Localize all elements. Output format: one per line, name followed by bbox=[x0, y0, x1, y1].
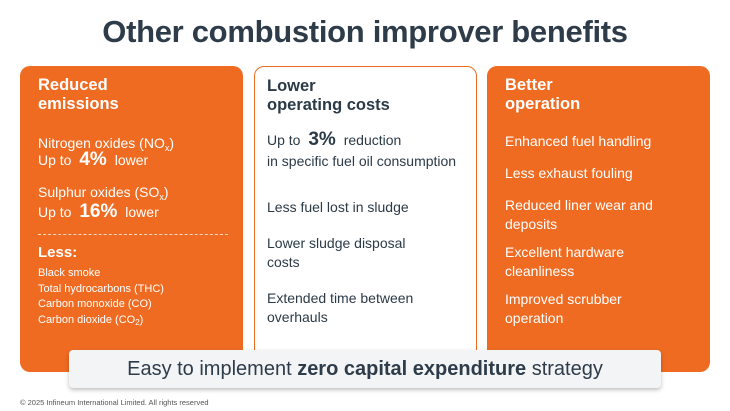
card-title: Reduced emissions bbox=[38, 76, 119, 114]
card-title: Better operation bbox=[505, 76, 580, 114]
list-item: Carbon monoxide (CO) bbox=[38, 298, 152, 310]
sox-value-line: Up to 16% lower bbox=[38, 201, 159, 222]
fuel-reduction-line: Up to 3% reduction bbox=[267, 129, 402, 150]
page-title: Other combustion improver benefits bbox=[102, 14, 628, 49]
list-item: Excellent hardware cleanliness bbox=[505, 244, 625, 279]
list-item: Black smoke bbox=[38, 267, 101, 279]
nox-value-line: Up to 4% lower bbox=[38, 149, 149, 170]
dashed-divider bbox=[38, 234, 228, 235]
nox-value: 4% bbox=[79, 149, 107, 170]
card-title-line2: operating costs bbox=[267, 96, 390, 114]
list-item: Total hydrocarbons (THC) bbox=[38, 282, 164, 295]
fuel-reduction-value: 3% bbox=[308, 129, 336, 150]
sox-value: 16% bbox=[79, 201, 118, 222]
better-operation-card: Better operation Enhanced fuel handling … bbox=[487, 66, 710, 372]
list-item: Reduced liner wear and deposits bbox=[505, 197, 653, 232]
banner-emphasis: zero capital expenditure bbox=[297, 358, 527, 380]
list-item: Carbon dioxide (CO2) bbox=[38, 313, 144, 327]
card-title-line2: emissions bbox=[38, 95, 119, 113]
less-list: Black smoke Total hydrocarbons (THC) Car… bbox=[38, 266, 164, 330]
fuel-reduction-desc: in specific fuel oil consumption bbox=[267, 153, 457, 169]
disposal-item: Lower sludge disposal costs bbox=[267, 235, 406, 270]
less-title: Less: bbox=[38, 244, 78, 261]
nox-label: Nitrogen oxides (NOx) bbox=[38, 135, 174, 153]
reduced-emissions-card: Reduced emissions Nitrogen oxides (NOx) … bbox=[20, 66, 243, 372]
sludge-item: Less fuel lost in sludge bbox=[267, 199, 409, 215]
sox-label: Sulphur oxides (SOx) bbox=[38, 184, 169, 202]
list-item: Improved scrubber operation bbox=[505, 291, 622, 326]
copyright-footer: © 2025 Infineum International Limited. A… bbox=[20, 398, 209, 407]
list-item: Less exhaust fouling bbox=[505, 165, 633, 181]
overhauls-item: Extended time between overhauls bbox=[267, 290, 414, 325]
list-item: Enhanced fuel handling bbox=[505, 133, 652, 149]
card-title: Lower operating costs bbox=[267, 77, 390, 115]
strategy-banner: Easy to implement zero capital expenditu… bbox=[69, 350, 661, 388]
card-title-line1: Better bbox=[505, 76, 553, 94]
card-title-line1: Lower bbox=[267, 77, 316, 95]
card-title-line1: Reduced bbox=[38, 76, 108, 94]
lower-operating-costs-card: Lower operating costs Up to 3% reduction… bbox=[254, 66, 477, 372]
card-title-line2: operation bbox=[505, 95, 581, 113]
